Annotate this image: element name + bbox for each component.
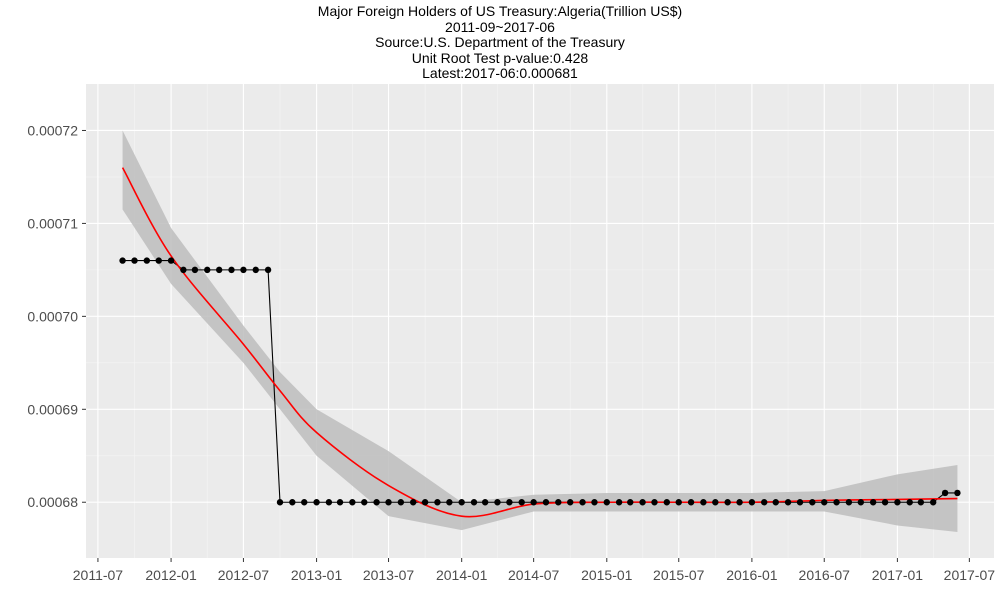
- trend-line: [121, 167, 958, 518]
- data-point: [530, 499, 537, 506]
- data-point: [542, 499, 550, 506]
- data-point: [155, 257, 162, 264]
- series-line: [122, 260, 958, 503]
- data-point: [639, 499, 646, 506]
- data-point: [240, 266, 247, 274]
- data-point: [687, 499, 695, 506]
- data-point: [506, 499, 513, 506]
- data-point: [736, 499, 743, 506]
- data-point: [276, 499, 284, 506]
- data-point: [869, 499, 877, 506]
- x-tick-label: 2016-01: [726, 567, 778, 583]
- x-tick-label: 2013-07: [363, 567, 415, 583]
- x-tick-label: 2011-07: [73, 567, 124, 583]
- data-point: [833, 499, 840, 506]
- data-point: [663, 499, 671, 506]
- data-point: [301, 499, 308, 506]
- chart-title: Major Foreign Holders of US Treasury:Alg…: [0, 3, 1000, 82]
- data-point: [518, 499, 525, 506]
- data-point: [481, 499, 489, 506]
- data-point: [579, 499, 586, 506]
- data-point: [336, 499, 344, 506]
- data-point: [446, 499, 453, 506]
- data-point: [191, 266, 199, 274]
- data-point: [929, 499, 937, 506]
- data-point: [325, 499, 333, 506]
- data-point: [555, 499, 562, 506]
- data-point: [748, 499, 756, 506]
- data-point: [131, 257, 138, 264]
- x-tick-label: 2015-07: [653, 567, 705, 583]
- data-point: [397, 499, 405, 506]
- data-point: [954, 489, 961, 497]
- data-point: [494, 499, 501, 506]
- data-point: [470, 499, 478, 506]
- data-point: [675, 499, 682, 506]
- data-point: [264, 266, 272, 274]
- data-point: [917, 499, 925, 506]
- data-point: [215, 266, 223, 274]
- data-point: [627, 499, 634, 506]
- data-point: [119, 257, 126, 264]
- data-point: [458, 499, 465, 506]
- data-point: [857, 499, 865, 506]
- data-point: [603, 499, 610, 506]
- y-tick-label: 0.00070: [27, 308, 78, 324]
- data-point: [894, 499, 901, 506]
- x-tick-label: 2017-07: [944, 567, 996, 583]
- data-point: [228, 266, 235, 274]
- chart-subtitle-source: Source:U.S. Department of the Treasury: [375, 34, 625, 50]
- data-point: [373, 499, 380, 506]
- data-point: [591, 499, 598, 506]
- data-point: [796, 499, 804, 506]
- data-point: [143, 257, 151, 264]
- x-tick-label: 2012-07: [218, 567, 270, 583]
- y-tick-label: 0.00071: [27, 215, 78, 231]
- y-tick-label: 0.00069: [27, 401, 78, 417]
- x-tick-label: 2016-07: [799, 567, 851, 583]
- data-point: [724, 499, 731, 506]
- y-tick-label: 0.00068: [27, 494, 78, 510]
- data-point: [941, 489, 949, 497]
- x-tick-label: 2014-07: [508, 567, 560, 583]
- data-point: [204, 266, 211, 274]
- data-point: [313, 499, 320, 506]
- data-point: [349, 499, 356, 506]
- chart-subtitle-range: 2011-09~2017-06: [445, 18, 555, 35]
- data-point: [167, 257, 175, 264]
- chart-title-line: Major Foreign Holders of US Treasury:Alg…: [317, 3, 683, 19]
- data-point: [252, 266, 259, 274]
- x-tick-label: 2013-01: [291, 567, 343, 583]
- data-point: [845, 499, 853, 506]
- data-point: [434, 499, 441, 506]
- data-point: [761, 499, 768, 506]
- data-point: [409, 499, 417, 506]
- data-point: [821, 499, 828, 506]
- confidence-band: [122, 130, 958, 532]
- x-tick-label: 2012-01: [145, 567, 197, 583]
- data-point: [784, 499, 792, 506]
- data-point: [361, 499, 368, 506]
- data-point: [385, 499, 392, 506]
- data-point: [700, 499, 707, 506]
- data-point: [615, 499, 623, 506]
- chart-subtitle-unit-root: Unit Root Test p-value:0.428: [411, 49, 589, 66]
- data-point: [421, 499, 429, 506]
- data-point: [881, 499, 889, 506]
- data-point: [180, 266, 187, 274]
- data-point: [651, 499, 658, 506]
- data-point: [906, 499, 913, 506]
- y-tick-label: 0.00072: [27, 122, 78, 138]
- data-point: [809, 499, 816, 506]
- x-tick-label: 2014-01: [436, 567, 488, 583]
- x-tick-label: 2015-01: [581, 567, 633, 583]
- data-point: [712, 499, 719, 506]
- chart-subtitle-latest: Latest:2017-06:0.000681: [422, 65, 578, 81]
- x-tick-label: 2017-01: [872, 567, 924, 583]
- data-point: [567, 499, 574, 506]
- data-point: [289, 499, 296, 506]
- data-point: [772, 499, 779, 506]
